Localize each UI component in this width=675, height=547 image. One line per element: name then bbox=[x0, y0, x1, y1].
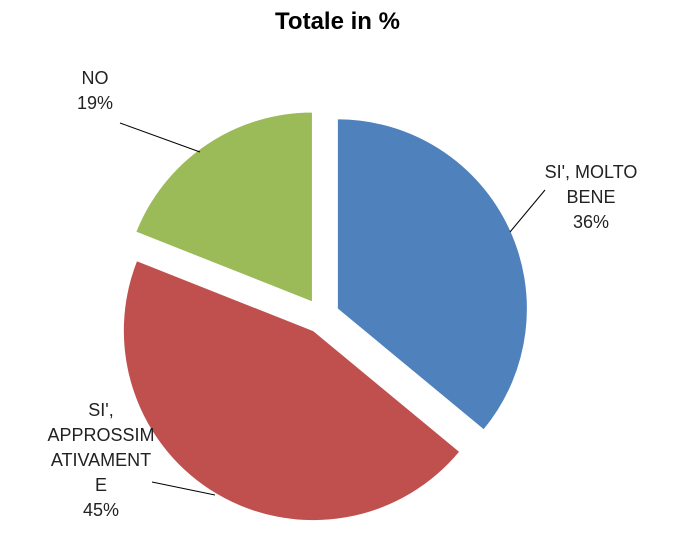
value-label: 19% bbox=[76, 93, 114, 113]
chart-title: Totale in % bbox=[275, 8, 400, 35]
value-label: 36% bbox=[572, 212, 610, 232]
leader-line bbox=[119, 122, 201, 153]
leader-line bbox=[509, 189, 546, 233]
pie-slice bbox=[122, 260, 461, 522]
slice-label: SI', MOLTO BENE 36% bbox=[535, 160, 647, 235]
leader-line bbox=[151, 481, 216, 496]
pie-slice bbox=[336, 118, 528, 431]
pie-slice bbox=[135, 111, 313, 303]
slice-label: SI', APPROSSIMATIVAMENTE 45% bbox=[45, 398, 157, 523]
category-label: SI', MOLTO BENE bbox=[544, 162, 638, 207]
category-label: SI', APPROSSIMATIVAMENTE bbox=[47, 400, 155, 495]
value-label: 45% bbox=[82, 500, 120, 520]
category-label: NO bbox=[81, 68, 109, 88]
slice-label: NO 19% bbox=[60, 66, 130, 116]
